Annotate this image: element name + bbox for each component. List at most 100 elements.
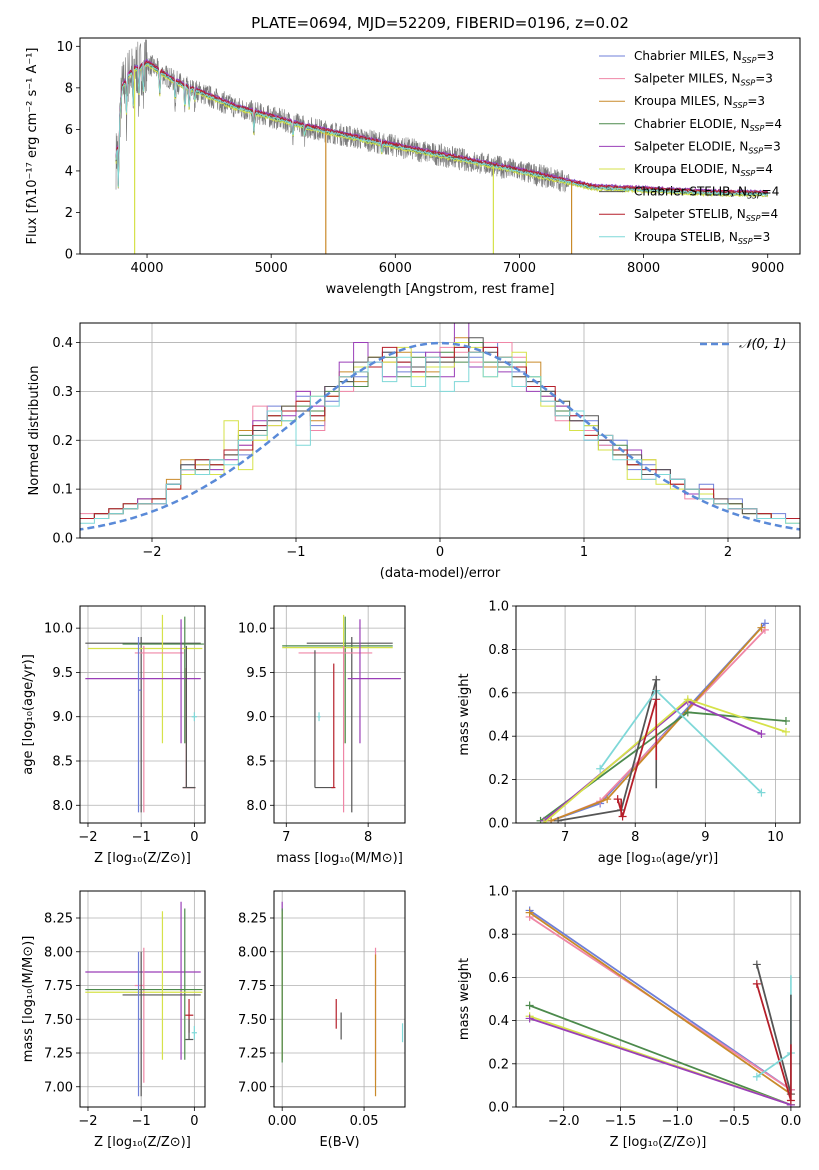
x-tick-label: 0.05	[350, 1114, 379, 1129]
normal-curve	[80, 341, 800, 531]
weight-marker	[752, 979, 761, 988]
y-tick-label: 0.0	[488, 817, 509, 832]
chart-residuals: −2 −1 0 1 2 0.0 0.1 0.2 0.3 0.4 𝒩(0, 1) (data-model…	[27, 322, 801, 581]
plot-area	[115, 38, 769, 254]
y-tick-label: 7.50	[238, 1013, 267, 1028]
y-tick-label: 10.0	[44, 622, 73, 637]
chart-mass-vs-ebv: 0.00 0.05 7.00 7.25 7.50 7.75 8.00 8.25 E(B-V)	[238, 890, 406, 1150]
y-tick-label: 8.0	[52, 799, 73, 814]
x-tick-label: −2.0	[548, 1114, 580, 1129]
weight-line	[755, 983, 792, 1101]
x-tick-label: 7000	[503, 261, 536, 276]
y-tick-label: 8.00	[44, 945, 73, 960]
legend-label: Chabrier STELIB, NSSP=4	[634, 185, 779, 201]
legend-label: Chabrier MILES, NSSP=3	[634, 49, 774, 65]
y-tick-label: 10	[56, 40, 73, 55]
plot-area	[536, 619, 790, 823]
x-axis-label: Z [log₁₀(Z/Z⊙)]	[94, 1135, 191, 1150]
x-tick-label: −1	[132, 1114, 151, 1129]
chart-mass-vs-Z: −2 −1 0 7.00 7.25 7.50 7.75 8.00 8.25 Z [log₁₀(Z/…	[21, 890, 206, 1150]
y-tick-label: 0.2	[52, 434, 73, 449]
weight-marker	[525, 1014, 534, 1023]
y-tick-label: 0.2	[488, 773, 509, 788]
y-tick-label: 9.5	[52, 666, 73, 681]
axes-frame	[515, 890, 801, 1108]
y-tick-label: 0.6	[488, 686, 509, 701]
plot-area	[80, 323, 800, 531]
y-tick-label: 0.3	[52, 385, 73, 400]
weight-marker	[757, 623, 766, 632]
legend-label: Chabrier ELODIE, NSSP=4	[634, 117, 782, 133]
legend-label: Salpeter STELIB, NSSP=4	[634, 207, 778, 223]
chart-age-vs-Z: −2 −1 0 8.0 8.5 9.0 9.5 10.0 Z [log₁₀(Z/Z⊙)] age …	[21, 605, 206, 866]
weight-marker	[618, 812, 627, 821]
plot-area	[282, 614, 401, 813]
x-tick-label: 4000	[130, 261, 163, 276]
x-tick-label: 8	[631, 830, 639, 845]
weight-line	[529, 911, 792, 1095]
y-tick-label: 9.5	[246, 666, 267, 681]
x-tick-label: 7	[282, 830, 290, 845]
x-tick-label: −1.5	[605, 1114, 637, 1129]
x-tick-label: 0.0	[781, 1114, 802, 1129]
y-tick-label: 4	[65, 164, 73, 179]
y-tick-label: 1.0	[488, 885, 509, 900]
x-tick-label: −2	[78, 1114, 97, 1129]
x-tick-label: 8000	[627, 261, 660, 276]
y-tick-label: 0.2	[488, 1057, 509, 1072]
y-tick-label: 7.75	[238, 979, 267, 994]
chart-weight-vs-Z: −2.0 −1.5 −1.0 −0.5 0.0 0.0 0.2 0.4 0.6 0.8 1.0 Z […	[457, 885, 801, 1151]
figure-title: PLATE=0694, MJD=52209, FIBERID=0196, z=0…	[251, 14, 629, 32]
x-tick-label: 6000	[379, 261, 412, 276]
x-axis-label: Z [log₁₀(Z/Z⊙)]	[94, 851, 191, 866]
weight-marker	[547, 816, 556, 823]
weight-marker	[757, 730, 766, 739]
y-tick-label: 6	[65, 123, 73, 138]
y-tick-label: 0.4	[488, 730, 509, 745]
legend-label: Kroupa ELODIE, NSSP=4	[634, 162, 773, 178]
y-tick-label: 8.25	[44, 912, 73, 927]
axes-frame	[515, 605, 801, 824]
y-axis-label: Normed distribution	[27, 366, 42, 496]
y-tick-label: 0.4	[488, 1014, 509, 1029]
legend-label: Salpeter MILES, NSSP=3	[634, 72, 773, 88]
axes-frame	[79, 37, 801, 255]
y-tick-label: 7.25	[44, 1047, 73, 1062]
y-axis-label: mass weight	[457, 958, 472, 1040]
plot-area	[525, 906, 795, 1107]
x-axis-label: wavelength [Angstrom, rest frame]	[326, 282, 555, 297]
y-tick-label: 2	[65, 206, 73, 221]
y-tick-label: 7.25	[238, 1047, 267, 1062]
weight-line	[529, 1004, 792, 1106]
axes-frame	[79, 890, 206, 1108]
y-tick-label: 0.0	[52, 532, 73, 547]
axes-frame	[273, 890, 406, 1108]
legend-label: Kroupa STELIB, NSSP=3	[634, 230, 770, 246]
chart-age-vs-mass: 7 8 8.0 8.5 9.0 9.5 10.0 mass [log₁₀(M/M⊙)]	[238, 605, 406, 866]
x-tick-label: −1	[286, 545, 305, 560]
y-tick-label: 0.0	[488, 1101, 509, 1116]
x-tick-label: 2	[724, 545, 732, 560]
axes-frame	[79, 605, 206, 824]
y-axis-label: mass [log₁₀(M/M⊙)]	[21, 936, 36, 1063]
weight-marker	[613, 795, 622, 804]
x-tick-label: 0	[190, 830, 198, 845]
weight-line	[755, 964, 792, 1095]
y-axis-label: age [log₁₀(age/yr)]	[21, 654, 36, 775]
y-tick-label: 7.00	[238, 1080, 267, 1095]
x-axis-label: Z [log₁₀(Z/Z⊙)]	[610, 1135, 707, 1150]
y-tick-label: 0.4	[52, 336, 73, 351]
weight-marker	[752, 1072, 761, 1081]
y-tick-label: 8.5	[52, 755, 73, 770]
plot-area	[85, 901, 203, 1097]
y-tick-label: 0.1	[52, 483, 73, 498]
x-axis-label: mass [log₁₀(M/M⊙)]	[276, 851, 403, 866]
y-tick-label: 8	[65, 81, 73, 96]
y-tick-label: 0.8	[488, 928, 509, 943]
legend-label: Salpeter ELODIE, NSSP=3	[634, 139, 781, 155]
y-tick-label: 0	[65, 248, 73, 263]
model-line	[115, 63, 769, 197]
weight-marker	[525, 908, 534, 917]
weight-marker	[683, 695, 692, 704]
